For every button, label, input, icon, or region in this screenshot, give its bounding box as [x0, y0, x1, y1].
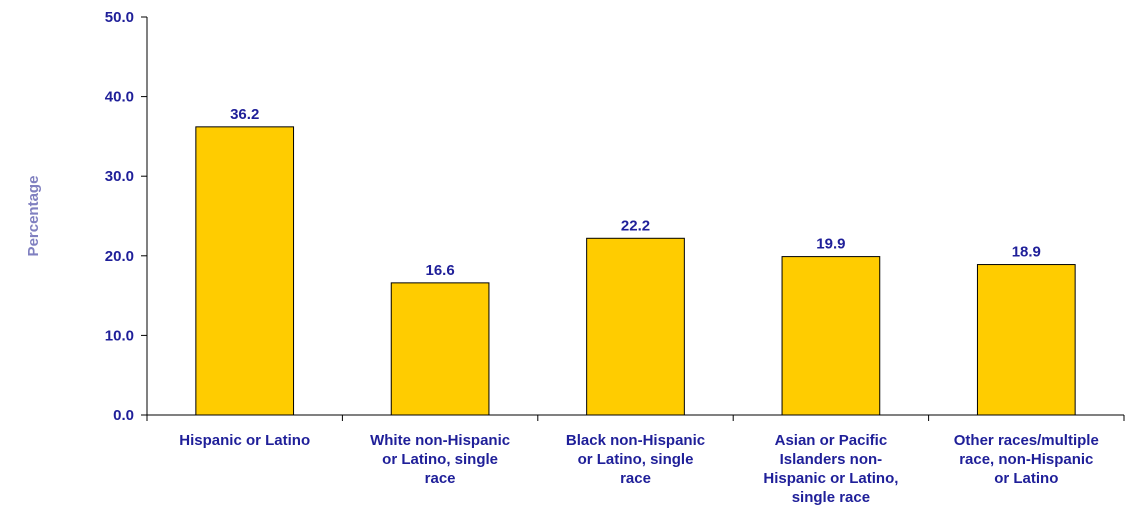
data-label: 16.6 — [425, 262, 454, 279]
x-category-label: Hispanic or Latino, — [763, 470, 898, 487]
x-category-label: Black non-Hispanic — [566, 432, 705, 449]
bar — [781, 256, 881, 416]
x-category-label: Other races/multiple — [954, 432, 1099, 449]
data-label: 19.9 — [816, 236, 845, 253]
y-tick-label: 10.0 — [105, 327, 134, 344]
x-category-label: Islanders non- — [780, 451, 883, 468]
bars — [195, 126, 1076, 416]
y-tick-label: 0.0 — [113, 407, 134, 424]
bar — [976, 264, 1076, 416]
y-axis-ticks: 0.0 10.0 20.0 30.0 40.0 50.0 — [105, 9, 147, 424]
x-category-label: Hispanic or Latino — [179, 432, 310, 449]
bar — [586, 237, 685, 416]
x-category-label: race — [425, 470, 456, 487]
x-category-label: race, non-Hispanic — [959, 451, 1093, 468]
x-category-label: or Latino, single — [382, 451, 498, 468]
data-labels: 36.2 16.6 22.2 19.9 18.9 — [230, 106, 1041, 279]
category-labels: Hispanic or Latino White non-Hispanic or L… — [179, 432, 1099, 506]
y-tick-label: 30.0 — [105, 168, 134, 185]
data-label: 22.2 — [621, 217, 650, 234]
y-tick-label: 40.0 — [105, 89, 134, 106]
data-label: 36.2 — [230, 106, 259, 123]
x-category-label: White non-Hispanic — [370, 432, 510, 449]
bar — [390, 282, 490, 416]
x-category-label: or Latino — [994, 470, 1058, 487]
axes — [146, 17, 1125, 421]
data-label: 18.9 — [1012, 244, 1041, 261]
x-category-label: race — [620, 470, 651, 487]
y-axis-title: Percentage — [25, 176, 42, 257]
x-category-label: Asian or Pacific — [775, 432, 888, 449]
x-category-label: single race — [792, 489, 870, 506]
y-tick-label: 20.0 — [105, 248, 134, 265]
x-category-label: or Latino, single — [578, 451, 694, 468]
y-tick-label: 50.0 — [105, 9, 134, 26]
bar — [195, 126, 295, 416]
